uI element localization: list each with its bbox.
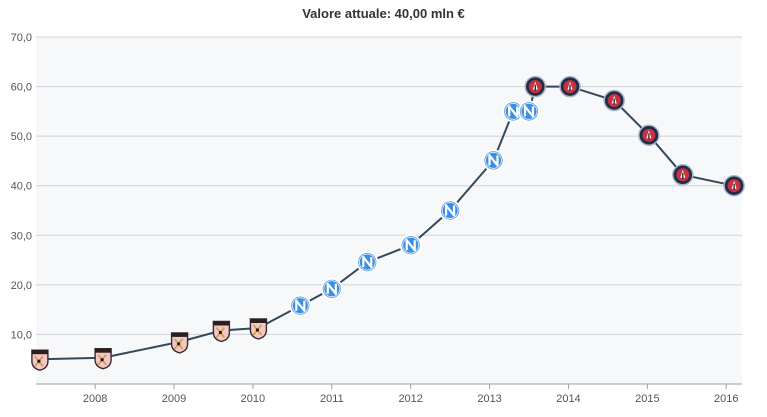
psg-crest-icon[interactable]	[672, 164, 694, 186]
napoli-crest-icon[interactable]	[439, 199, 462, 222]
x-tick-label: 2008	[83, 393, 107, 405]
chart-title: Valore attuale: 40,00 mln €	[302, 6, 465, 21]
napoli-crest-icon[interactable]	[399, 234, 422, 257]
x-tick-label: 2016	[714, 393, 738, 405]
psg-crest-icon[interactable]	[603, 89, 625, 112]
psg-crest-icon[interactable]	[524, 75, 547, 98]
x-tick-label: 2014	[556, 393, 580, 405]
napoli-crest-icon[interactable]	[320, 277, 343, 300]
y-tick-label: 30,0	[11, 230, 32, 242]
y-tick-label: 60,0	[11, 82, 32, 94]
x-tick-label: 2010	[241, 393, 265, 405]
palermo-crest-icon[interactable]	[249, 318, 268, 340]
palermo-crest-icon[interactable]	[94, 348, 112, 370]
palermo-crest-icon[interactable]	[31, 349, 49, 371]
y-tick-label: 70,0	[11, 32, 32, 44]
psg-crest-icon[interactable]	[638, 124, 660, 146]
x-tick-label: 2015	[635, 393, 659, 405]
y-tick-label: 20,0	[11, 280, 32, 292]
x-tick-label: 2011	[320, 393, 344, 405]
y-tick-label: 40,0	[11, 181, 32, 193]
napoli-crest-icon[interactable]	[356, 251, 379, 274]
y-tick-label: 10,0	[11, 329, 32, 341]
palermo-crest-icon[interactable]	[170, 332, 189, 354]
x-tick-label: 2009	[162, 393, 186, 405]
palermo-crest-icon[interactable]	[212, 320, 231, 343]
x-tick-label: 2012	[398, 393, 422, 405]
y-tick-label: 50,0	[11, 131, 32, 143]
psg-crest-icon[interactable]	[559, 75, 581, 98]
plot-area	[36, 37, 742, 384]
napoli-crest-icon[interactable]	[482, 149, 505, 172]
psg-crest-icon[interactable]	[723, 174, 745, 197]
napoli-crest-icon[interactable]	[289, 294, 312, 317]
napoli-crest-icon[interactable]	[518, 100, 540, 123]
x-tick-label: 2013	[477, 393, 501, 405]
